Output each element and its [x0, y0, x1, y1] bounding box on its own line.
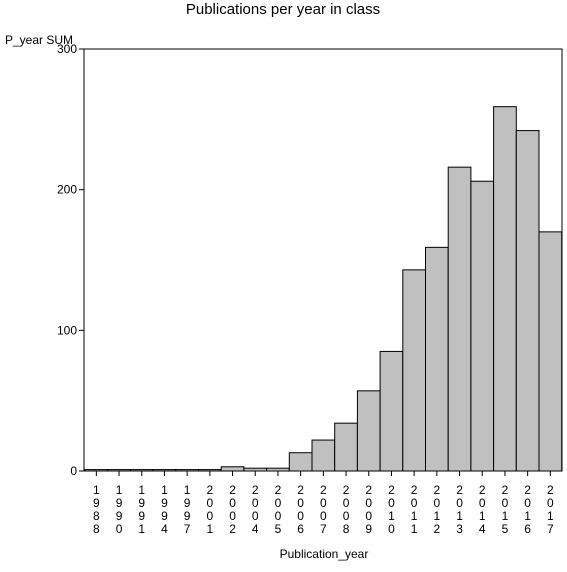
y-tick-label-200: 200 — [57, 183, 77, 197]
y-tick-label-100: 100 — [57, 323, 77, 337]
chart-title: Publications per year in class — [186, 1, 380, 18]
y-tick-label-300: 300 — [57, 42, 77, 56]
bar-2007 — [311, 439, 336, 472]
y-axis-label: P_year SUM — [5, 33, 73, 47]
x-axis: 1 9 8 8 1 9 9 0 1 9 9 1 1 9 9 4 1 9 9 7 2 0 0 1 2 0 0 2 2 0 0 4 2 0 0 5 2 0 0 6… — [93, 471, 554, 536]
bar-2016 — [515, 130, 540, 472]
bar-2015 — [493, 106, 517, 472]
bar-2002 — [220, 466, 245, 472]
bar-2011 — [402, 269, 426, 472]
bar-2006 — [288, 452, 313, 472]
bar-2008 — [334, 422, 358, 472]
bars-layer — [84, 106, 563, 472]
y-tick-label-0: 0 — [70, 464, 77, 478]
bar-2012 — [425, 246, 449, 472]
x-axis-label: Publication_year — [280, 547, 369, 561]
y-axis: 0 100 200 300 — [57, 42, 84, 478]
bar-2014 — [470, 180, 495, 472]
bar-2010 — [379, 350, 404, 472]
bar-2017 — [538, 231, 563, 472]
bar-2013 — [447, 166, 472, 472]
bar-2009 — [356, 390, 381, 472]
